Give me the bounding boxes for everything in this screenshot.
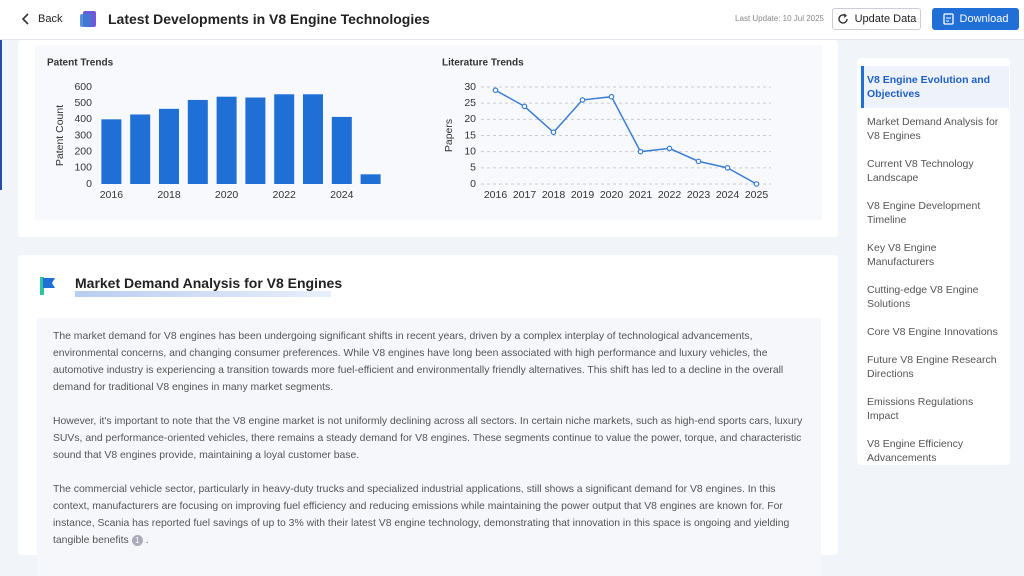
y-axis-label: Papers: [443, 119, 455, 152]
update-button[interactable]: Update Data: [832, 8, 921, 30]
page-title: Latest Developments in V8 Engine Technol…: [108, 11, 430, 27]
point: [638, 149, 642, 153]
point: [609, 95, 613, 99]
text-box: The market demand for V8 engines has bee…: [37, 318, 821, 576]
title-underline: [75, 291, 331, 297]
nav-item[interactable]: Market Demand Analysis for V8 Engines: [861, 108, 1009, 150]
header: Back Latest Developments in V8 Engine Te…: [0, 0, 1024, 40]
literature-chart: Literature TrendsPapers05101520253020162…: [430, 52, 810, 210]
paragraph: The commercial vehicle sector, particula…: [53, 481, 805, 549]
update-label: Update Data: [855, 13, 917, 25]
x-tick-label: 2024: [716, 189, 740, 201]
x-tick-label: 2024: [330, 189, 354, 201]
paragraph-text: The commercial vehicle sector, particula…: [53, 484, 789, 546]
bar: [130, 114, 150, 184]
bar: [159, 109, 179, 184]
paragraph-text: The market demand for V8 engines has bee…: [53, 331, 783, 393]
y-tick-label: 400: [74, 113, 92, 125]
nav-item[interactable]: Core V8 Engine Innovations: [861, 318, 1009, 346]
y-tick-label: 200: [74, 145, 92, 157]
x-tick-label: 2020: [215, 189, 239, 201]
x-tick-label: 2023: [687, 189, 711, 201]
y-tick-label: 10: [464, 145, 476, 157]
x-tick-label: 2018: [157, 189, 181, 201]
edge-strip: [0, 40, 2, 190]
x-tick-label: 2016: [100, 189, 124, 201]
bar: [217, 97, 237, 184]
y-tick-label: 25: [464, 97, 476, 109]
download-label: Download: [960, 13, 1009, 25]
back-link[interactable]: Back: [38, 13, 62, 25]
page: Back Latest Developments in V8 Engine Te…: [0, 0, 1024, 538]
nav-item[interactable]: Key V8 Engine Manufacturers: [861, 234, 1009, 276]
chart-title: Literature Trends: [442, 58, 524, 69]
citation[interactable]: 1: [132, 535, 143, 546]
point: [522, 104, 526, 108]
x-tick-label: 2022: [658, 189, 682, 201]
y-tick-label: 300: [74, 129, 92, 141]
paragraph-end: .: [146, 535, 149, 546]
outline-nav: V8 Engine Evolution and ObjectivesMarket…: [857, 58, 1010, 465]
y-tick-label: 5: [470, 162, 476, 174]
y-tick-label: 30: [464, 81, 476, 93]
paragraph: However, it's important to note that the…: [53, 413, 805, 464]
line: [496, 90, 757, 184]
paragraph-text: However, it's important to note that the…: [53, 416, 802, 461]
y-tick-label: 0: [470, 178, 476, 190]
y-tick-label: 600: [74, 81, 92, 93]
x-tick-label: 2018: [542, 189, 566, 201]
point: [696, 159, 700, 163]
point: [493, 88, 497, 92]
nav-item[interactable]: Emissions Regulations Impact: [861, 388, 1009, 430]
bar: [245, 98, 265, 184]
x-tick-label: 2021: [629, 189, 653, 201]
nav-item[interactable]: Cutting-edge V8 Engine Solutions: [861, 276, 1009, 318]
report-icon: [79, 9, 99, 29]
bar: [361, 174, 381, 184]
section-title: Market Demand Analysis for V8 Engines: [75, 275, 342, 291]
y-axis-label: Patent Count: [54, 105, 66, 166]
bar: [274, 94, 294, 184]
point: [551, 130, 555, 134]
x-tick-label: 2022: [273, 189, 297, 201]
y-tick-label: 100: [74, 162, 92, 174]
point: [754, 182, 758, 186]
x-tick-label: 2019: [571, 189, 595, 201]
section-icon: [38, 275, 58, 297]
nav-item[interactable]: Current V8 Technology Landscape: [861, 150, 1009, 192]
y-tick-label: 0: [86, 178, 92, 190]
point: [667, 146, 671, 150]
download-button[interactable]: Download: [932, 8, 1019, 30]
y-tick-label: 500: [74, 97, 92, 109]
bar: [101, 119, 121, 184]
nav-item[interactable]: Future V8 Engine Research Directions: [861, 346, 1009, 388]
x-tick-label: 2016: [484, 189, 508, 201]
nav-item[interactable]: V8 Engine Evolution and Objectives: [861, 66, 1009, 108]
x-tick-label: 2025: [745, 189, 769, 201]
bar: [332, 117, 352, 184]
back-icon[interactable]: [20, 12, 32, 26]
y-tick-label: 20: [464, 113, 476, 125]
point: [725, 166, 729, 170]
last-update: Last Update: 10 Jul 2025: [735, 14, 824, 23]
chart-title: Patent Trends: [47, 58, 114, 69]
bar: [303, 94, 323, 184]
x-tick-label: 2017: [513, 189, 537, 201]
section-card: Market Demand Analysis for V8 Engines Th…: [18, 255, 838, 555]
y-tick-label: 15: [464, 129, 476, 141]
patent-chart: Patent Trends Patent Count 0 100 200 300 400 50…: [35, 52, 422, 210]
nav-item[interactable]: V8 Engine Development Timeline: [861, 192, 1009, 234]
nav-item[interactable]: V8 Engine Efficiency Advancements: [861, 430, 1009, 472]
x-tick-label: 2020: [600, 189, 624, 201]
point: [580, 98, 584, 102]
paragraph: The market demand for V8 engines has bee…: [53, 328, 805, 396]
bar: [188, 100, 208, 184]
